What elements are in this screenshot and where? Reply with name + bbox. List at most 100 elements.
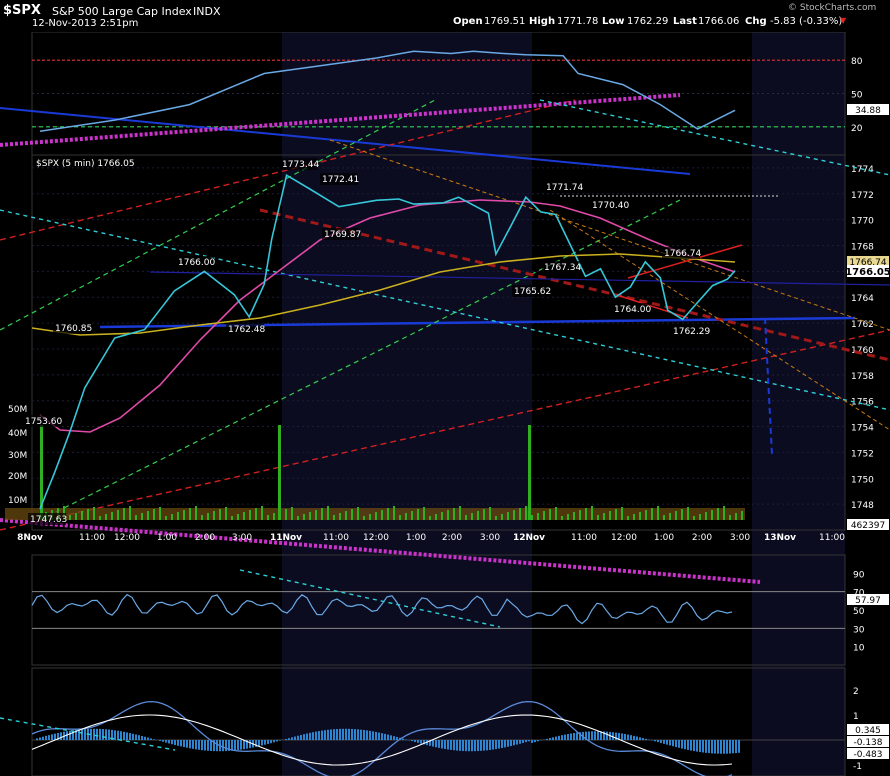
- macd-histogram-bar: [249, 740, 251, 749]
- macd-histogram-bar: [189, 740, 191, 749]
- macd-histogram-bar: [42, 736, 44, 740]
- macd-histogram-bar: [237, 740, 239, 751]
- price-line: [39, 173, 736, 510]
- volume-bar: [315, 510, 317, 520]
- macd-histogram-bar: [354, 729, 356, 740]
- volume-bar: [165, 516, 167, 520]
- volume-bar: [645, 510, 647, 520]
- macd-histogram-bar: [201, 740, 203, 751]
- volume-bar: [327, 506, 329, 520]
- annotation-bg: [612, 303, 650, 315]
- macd-histogram-bar: [57, 732, 59, 740]
- price-annotation: 1747.63: [30, 515, 67, 525]
- high-label: High: [529, 16, 556, 27]
- volume-bar: [639, 512, 641, 520]
- macd-histogram-bar: [561, 735, 563, 740]
- macd-histogram-bar: [321, 730, 323, 740]
- volume-bar: [399, 515, 401, 520]
- volume-bar: [741, 511, 743, 520]
- macd-histogram-bar: [675, 740, 677, 748]
- macd-histogram-bar: [468, 740, 470, 752]
- macd-histogram-bar: [684, 740, 686, 750]
- macd-histogram-bar: [669, 740, 671, 746]
- macd-histogram-bar: [90, 728, 92, 740]
- macd-histogram-bar: [714, 740, 716, 754]
- macd-histogram-bar: [108, 729, 110, 740]
- macd-histogram-bar: [486, 740, 488, 751]
- ma-long-line: [31, 253, 736, 336]
- volume-bar: [441, 512, 443, 520]
- macd-histogram-bar: [573, 732, 575, 740]
- macd-histogram-bar: [36, 738, 38, 740]
- macd-histogram-bar: [384, 733, 386, 740]
- volume-value-box: [847, 519, 889, 530]
- volume-bar: [333, 515, 335, 520]
- high-value: 1771.78: [557, 16, 599, 27]
- macd-histogram-bar: [153, 739, 155, 740]
- macd-histogram-bar: [699, 740, 701, 753]
- macd-histogram-bar: [51, 734, 53, 740]
- volume-bar: [687, 507, 689, 520]
- macd-histogram-bar: [567, 733, 569, 740]
- trendline-blue-top: [0, 107, 691, 175]
- volume-bar: [69, 515, 71, 520]
- macd-histogram-bar: [693, 740, 695, 752]
- macd-value-label: -0.138: [853, 738, 882, 748]
- trendline-blue-support: [99, 316, 856, 329]
- volume-bar: [111, 512, 113, 520]
- macd-histogram-bar: [324, 730, 326, 740]
- macd-histogram-bar: [639, 737, 641, 740]
- macd-histogram-bar: [387, 734, 389, 740]
- macd-histogram-bar: [141, 735, 143, 740]
- macd-histogram-bar: [225, 740, 227, 752]
- volume-bar: [699, 514, 701, 520]
- macd-histogram-bar: [414, 740, 416, 742]
- x-axis-tick-label: 13Nov: [764, 533, 796, 543]
- volume-bar: [279, 511, 281, 520]
- macd-histogram-bar: [711, 740, 713, 754]
- volume-bar: [621, 507, 623, 520]
- annotation-bg: [322, 228, 360, 240]
- volume-bar: [225, 507, 227, 520]
- volume-bar: [633, 514, 635, 520]
- price-tick-label: 1760: [851, 346, 874, 356]
- macd-tick-label: 2: [853, 687, 859, 697]
- macd-histogram-bar: [480, 740, 482, 751]
- symbol-label: $SPX: [3, 3, 41, 18]
- macd-histogram-bar: [348, 728, 350, 740]
- macd-histogram-bar: [204, 740, 206, 751]
- macd-histogram-bar: [732, 740, 734, 754]
- volume-bar: [411, 511, 413, 520]
- macd-histogram-bar: [507, 740, 509, 747]
- trendline-cyan-1: [0, 209, 890, 411]
- macd-histogram-bar: [660, 740, 662, 743]
- macd-histogram-bar: [510, 740, 512, 747]
- x-axis-tick-label: 1:00: [654, 533, 674, 543]
- volume-bar: [135, 515, 137, 520]
- trendline-magenta-lower: [0, 518, 761, 584]
- panel-border-price: [31, 154, 846, 531]
- volume-bar: [459, 506, 461, 520]
- volume-bar: [231, 516, 233, 520]
- macd-histogram-bar: [495, 740, 497, 750]
- down-arrow-icon: ▼: [840, 16, 847, 25]
- price-tick-label: 1752: [851, 449, 874, 459]
- macd-histogram-bar: [498, 740, 500, 749]
- volume-bar: [555, 507, 557, 520]
- macd-histogram-bar: [432, 740, 434, 747]
- volume-spike-bar-1: [278, 425, 281, 520]
- volume-bar: [495, 516, 497, 520]
- macd-histogram-bar: [60, 732, 62, 740]
- volume-bar: [387, 508, 389, 520]
- volume-bar: [219, 509, 221, 520]
- macd-histogram-bar: [462, 740, 464, 752]
- macd-line: [31, 700, 733, 776]
- projection-line-blue: [764, 317, 773, 456]
- macd-histogram-bar: [681, 740, 683, 749]
- channel-red-lower: [619, 295, 689, 319]
- macd-histogram-bar: [471, 740, 473, 752]
- macd-histogram-bar: [183, 740, 185, 748]
- volume-bar: [537, 513, 539, 520]
- macd-histogram-bar: [516, 740, 518, 745]
- macd-histogram-bar: [555, 736, 557, 740]
